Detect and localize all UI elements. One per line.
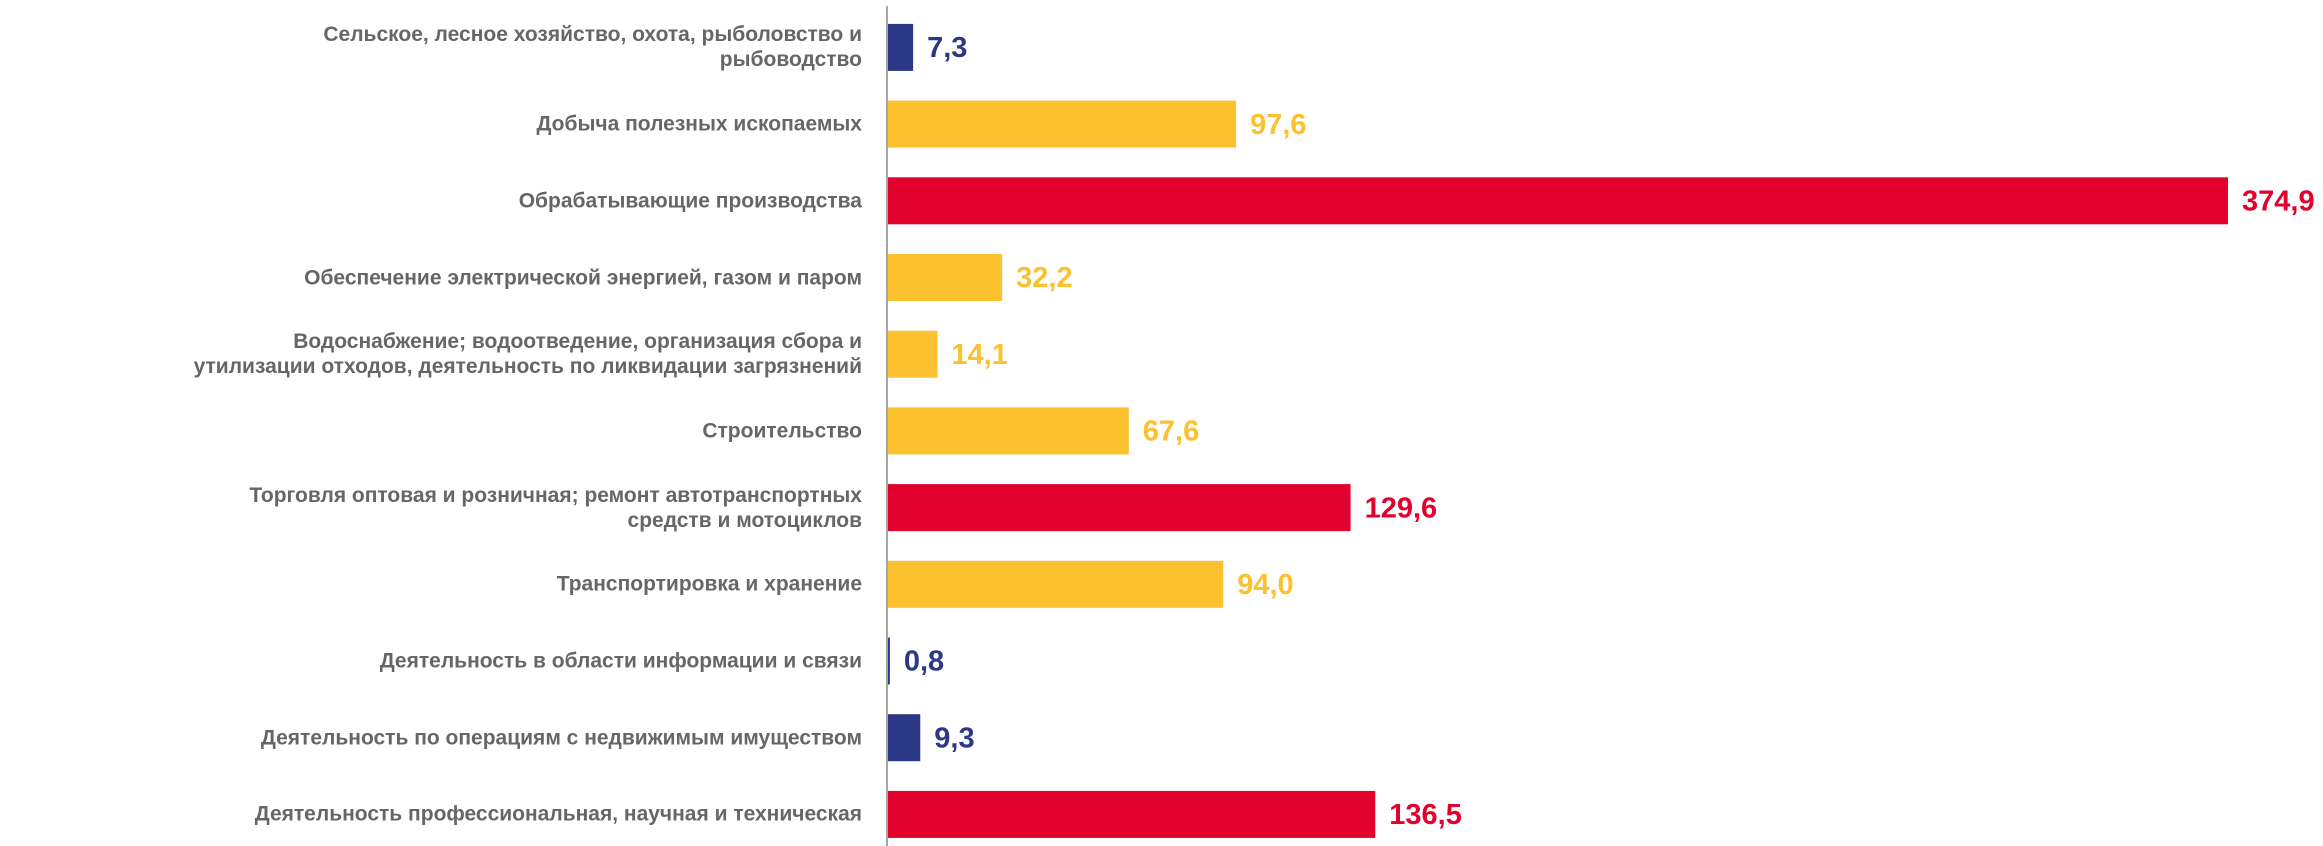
value-label: 14,1	[951, 339, 1007, 371]
category-label: Деятельность в области информации и связ…	[379, 649, 862, 673]
category-label: Деятельность по операциям с недвижимым и…	[260, 726, 862, 750]
bar	[887, 484, 1351, 532]
category-label: Обеспечение электрической энергией, газо…	[304, 266, 862, 289]
bar	[887, 254, 1003, 301]
value-label: 129,6	[1365, 492, 1438, 524]
value-label: 97,6	[1250, 109, 1306, 141]
value-label: 67,6	[1143, 416, 1199, 448]
category-label: Строительство	[702, 419, 862, 443]
value-label: 136,5	[1389, 799, 1462, 831]
bar	[887, 560, 1224, 608]
value-label: 9,3	[934, 722, 974, 754]
bar	[887, 177, 2228, 225]
bar	[887, 330, 938, 378]
category-label: Сельское, лесное хозяйство, охота, рыбол…	[323, 23, 862, 72]
value-label: 374,9	[2242, 185, 2315, 217]
category-label: Водоснабжение; водоотведение, организаци…	[193, 330, 862, 379]
bar	[887, 790, 1376, 838]
category-label: Деятельность профессиональная, научная и…	[254, 802, 862, 826]
bar	[887, 637, 890, 685]
value-label: 7,3	[927, 32, 967, 64]
category-label: Торговля оптовая и розничная; ремонт авт…	[249, 483, 862, 532]
bar	[887, 23, 914, 71]
category-label: Добыча полезных ископаемых	[536, 112, 862, 136]
value-label: 32,2	[1016, 262, 1072, 294]
bar	[887, 714, 921, 762]
value-label: 94,0	[1237, 569, 1293, 601]
bar	[887, 407, 1129, 455]
category-label: Транспортировка и хранение	[556, 572, 862, 596]
value-label: 0,8	[904, 646, 944, 678]
category-label: Обрабатывающие производства	[518, 189, 862, 213]
bar	[887, 100, 1237, 148]
